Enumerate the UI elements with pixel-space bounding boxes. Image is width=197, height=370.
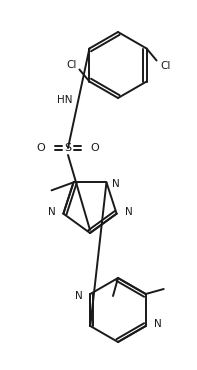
Text: Cl: Cl: [66, 60, 77, 70]
Text: O: O: [91, 143, 99, 153]
Text: Cl: Cl: [160, 61, 171, 71]
Text: O: O: [37, 143, 45, 153]
Text: N: N: [74, 291, 82, 301]
Text: S: S: [64, 143, 72, 153]
Text: N: N: [154, 319, 162, 329]
Text: HN: HN: [57, 95, 72, 105]
Text: N: N: [125, 207, 132, 217]
Text: N: N: [112, 179, 120, 189]
Text: N: N: [48, 207, 55, 217]
